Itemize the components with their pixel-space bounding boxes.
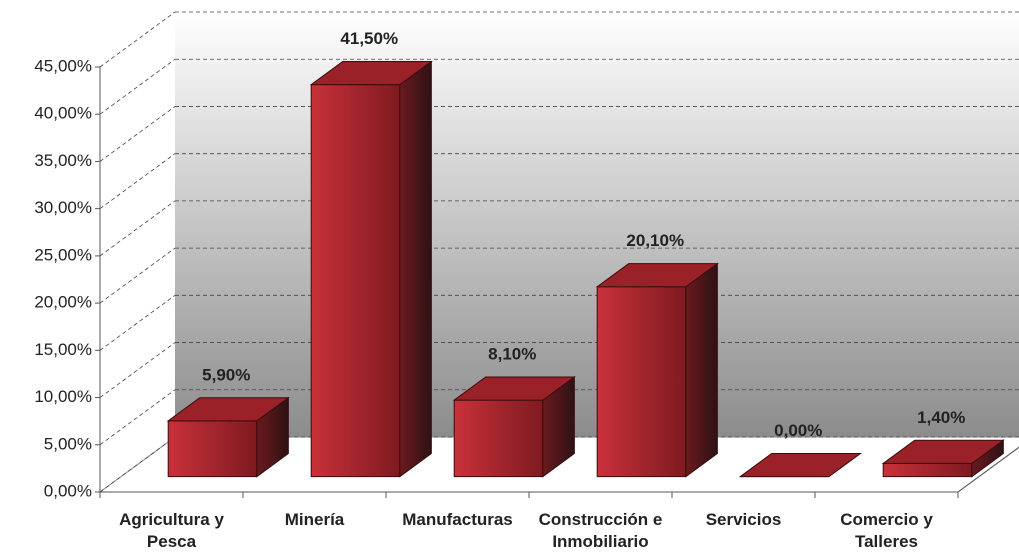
value-label: 0,00% — [774, 421, 822, 440]
bar — [738, 453, 862, 478]
x-tick-label: Comercio y Talleres — [840, 510, 933, 551]
bar-top — [738, 453, 862, 478]
y-tick-label: 20,00% — [34, 293, 92, 312]
grid-diagonal — [99, 342, 176, 398]
value-label: 1,40% — [917, 408, 965, 427]
value-label: 5,90% — [202, 365, 250, 384]
y-tick-label: 10,00% — [34, 387, 92, 406]
grid-line — [99, 11, 1019, 68]
value-label: 20,10% — [626, 231, 684, 250]
grid-diagonal — [99, 106, 176, 162]
bar-front — [310, 84, 401, 478]
x-tick-label: Minería — [284, 510, 345, 529]
bar — [881, 439, 1005, 478]
bar — [309, 60, 433, 478]
grid-diagonal — [99, 436, 176, 493]
bar-front — [167, 420, 258, 478]
grid-diagonal — [99, 200, 176, 257]
bar — [166, 396, 290, 478]
y-tick-label: 25,00% — [34, 245, 92, 264]
y-tick-label: 15,00% — [34, 340, 92, 359]
bar-top — [452, 376, 576, 401]
bar — [452, 376, 576, 478]
x-tick-label: Manufacturas — [402, 510, 513, 529]
y-tick-label: 30,00% — [34, 198, 92, 217]
grid-diagonal — [99, 389, 176, 446]
floor-right-edge — [957, 446, 1019, 493]
x-tick-label: Agricultura y Pesca — [119, 510, 224, 551]
y-tick-label: 5,00% — [44, 434, 92, 453]
bar — [595, 262, 719, 478]
y-tick-label: 40,00% — [34, 104, 92, 123]
bar-top — [881, 439, 1005, 464]
y-tick-label: 35,00% — [34, 151, 92, 170]
value-label: 8,10% — [488, 344, 536, 363]
grid-diagonal — [99, 11, 176, 68]
x-tick-label: Construcción e Inmobiliario — [538, 510, 663, 551]
grid-diagonal — [99, 247, 176, 304]
bar-front — [453, 399, 544, 478]
grid-line — [99, 58, 1019, 115]
side-wall — [100, 12, 175, 492]
y-tick-label: 45,00% — [34, 56, 92, 75]
x-tick-label: Servicios — [705, 510, 782, 529]
grid-diagonal — [99, 295, 176, 351]
bar-side — [685, 262, 718, 478]
bar-front — [596, 286, 687, 478]
bar-top — [166, 397, 290, 422]
bar-front — [882, 462, 973, 478]
bar-top — [595, 263, 719, 288]
grid-diagonal — [99, 153, 176, 209]
value-label: 41,50% — [340, 29, 398, 48]
bar-top — [309, 61, 433, 86]
bar-side — [399, 60, 432, 478]
y-tick-label: 0,00% — [44, 481, 92, 500]
grid-diagonal — [99, 58, 176, 115]
